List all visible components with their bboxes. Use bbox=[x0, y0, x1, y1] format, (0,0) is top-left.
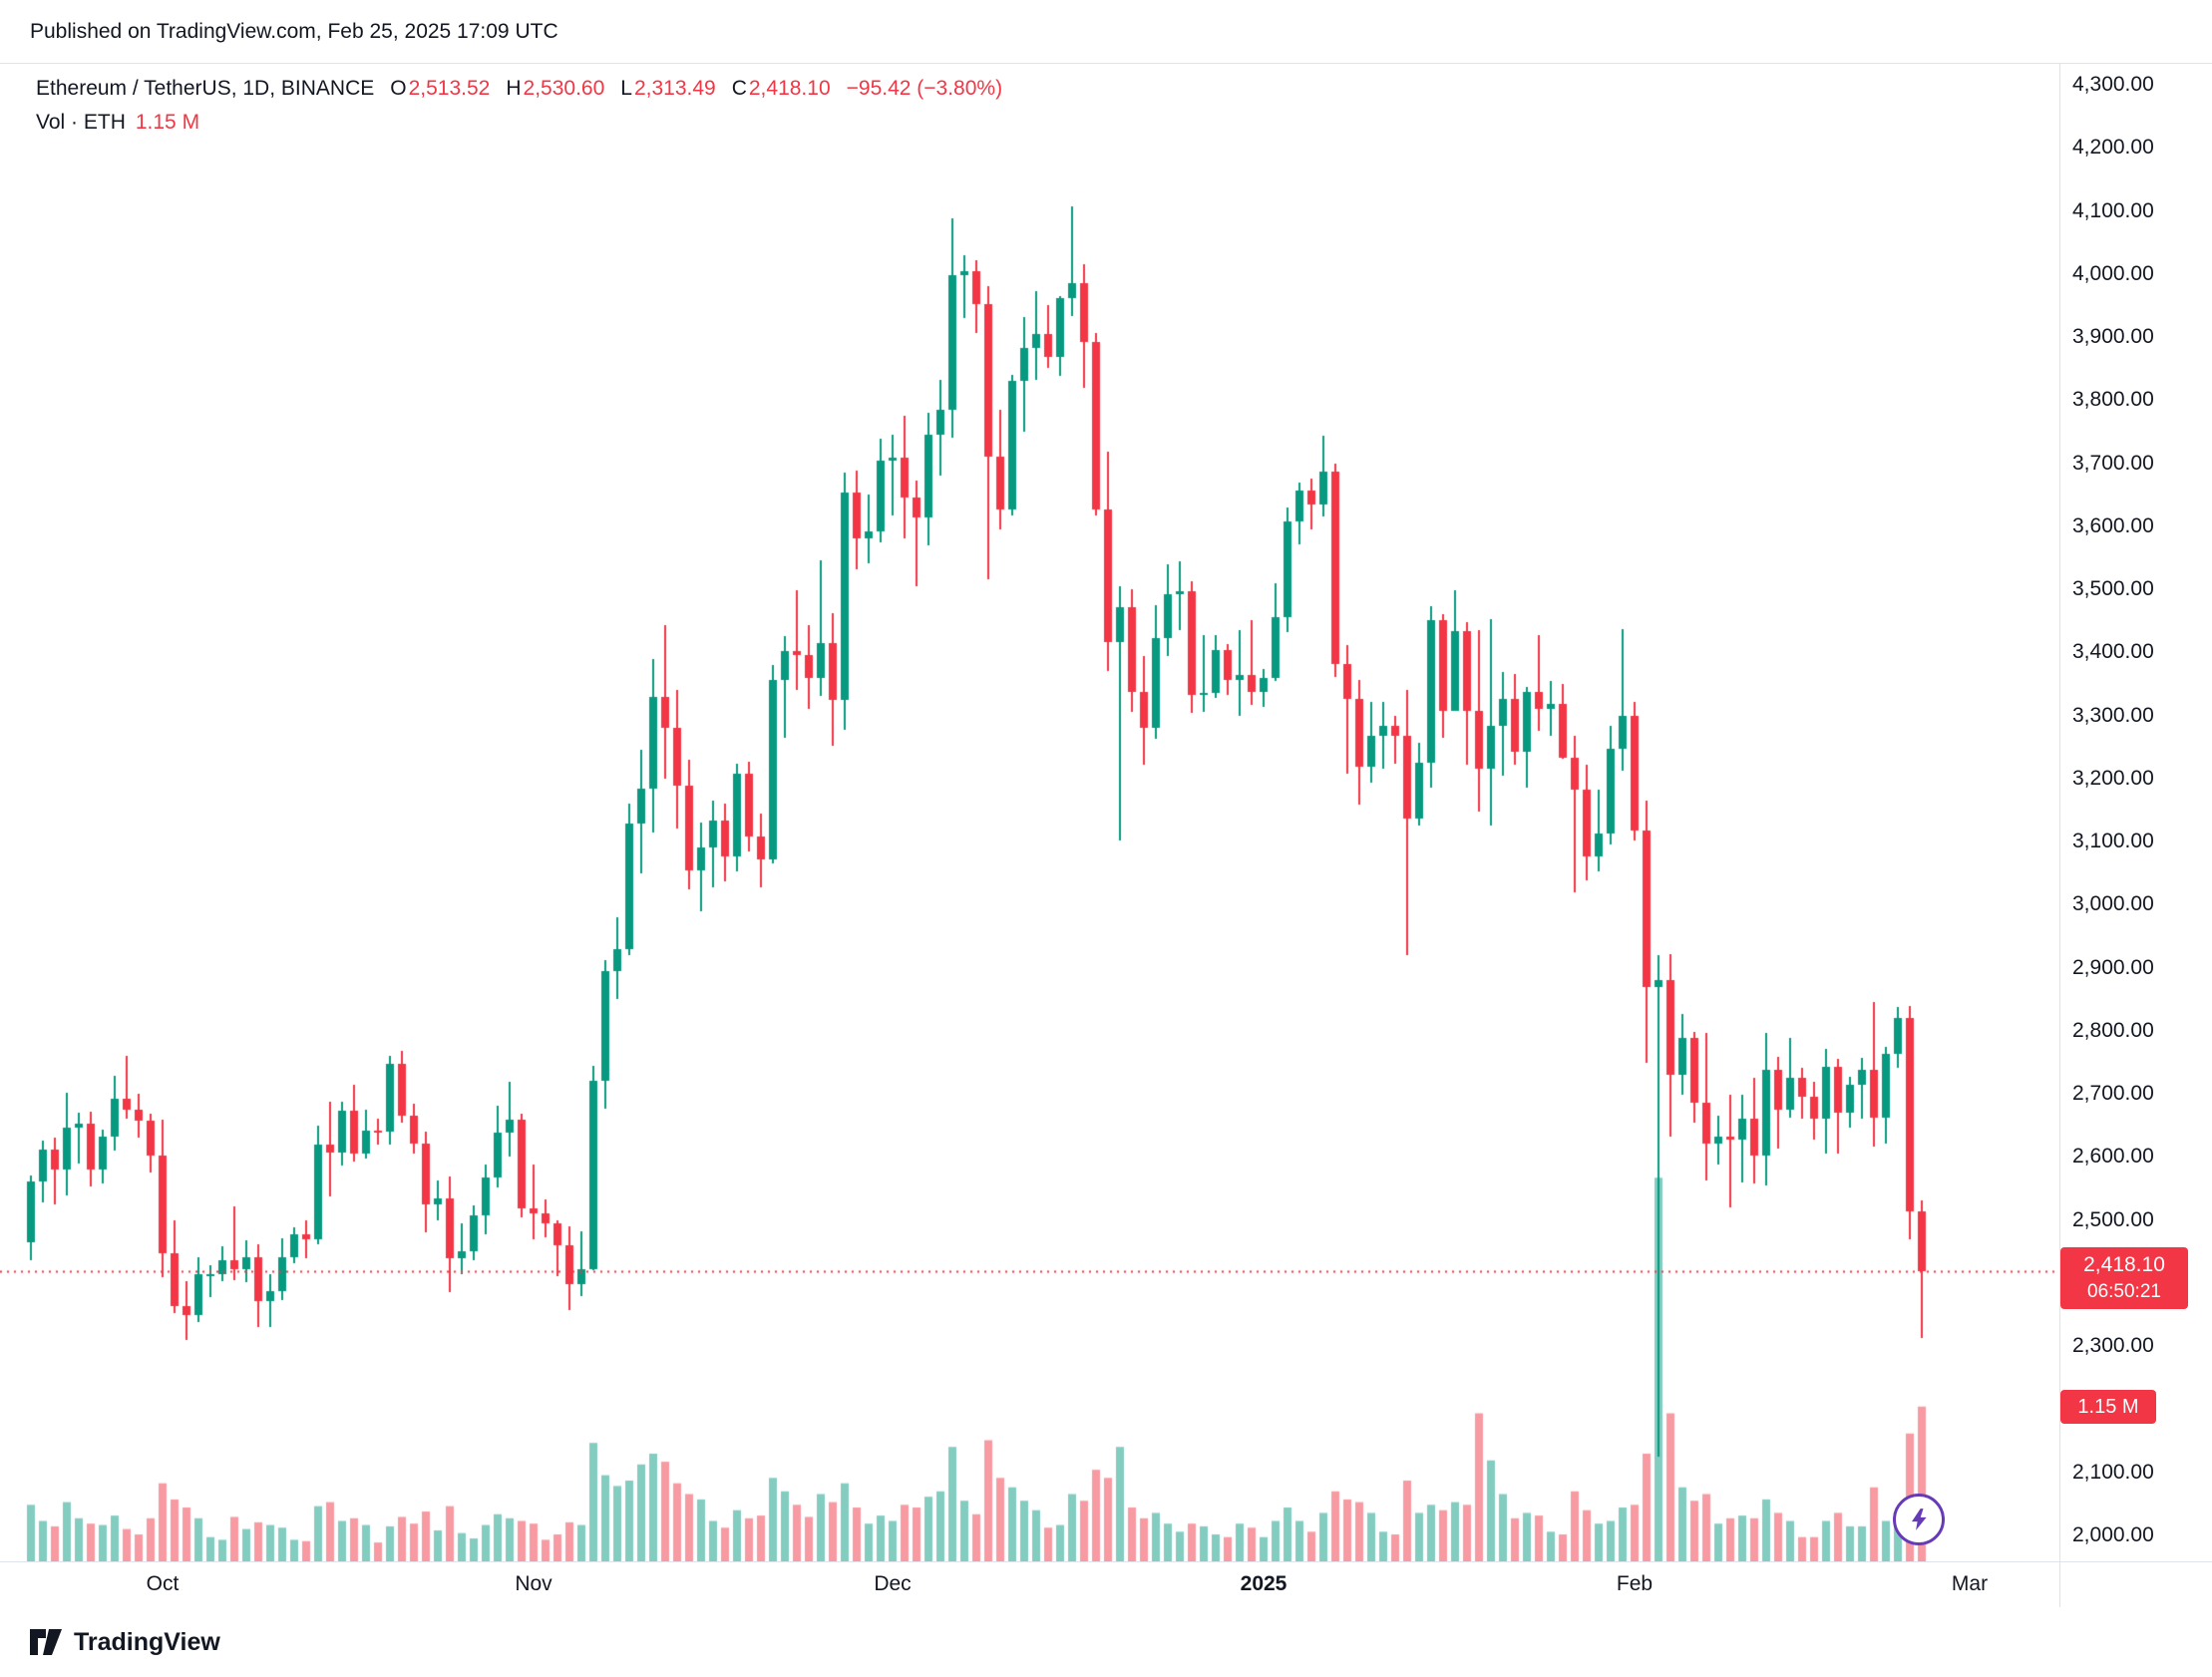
high-label: H bbox=[506, 77, 522, 100]
price-tick-label: 3,400.00 bbox=[2072, 640, 2154, 664]
boost-flash-icon[interactable] bbox=[1893, 1494, 1945, 1545]
price-tick-label: 3,800.00 bbox=[2072, 388, 2154, 412]
candlestick-chart[interactable] bbox=[0, 64, 2059, 1561]
price-tick-label: 4,000.00 bbox=[2072, 261, 2154, 285]
chart-legend: Ethereum / TetherUS, 1D, BINANCE O2,513.5… bbox=[36, 72, 1002, 140]
price-tick-label: 2,900.00 bbox=[2072, 955, 2154, 979]
legend-line-2: Vol · ETH 1.15 M bbox=[36, 106, 1002, 140]
volume-value: 1.15 M bbox=[135, 111, 200, 134]
time-tick-label: Nov bbox=[515, 1572, 553, 1595]
published-caption: Published on TradingView.com, Feb 25, 20… bbox=[30, 19, 558, 43]
price-tick-label: 2,700.00 bbox=[2072, 1082, 2154, 1106]
price-tick-label: 4,300.00 bbox=[2072, 73, 2154, 96]
price-scale[interactable]: 4,300.00 4,200.00 4,100.00 4,000.00 3,900.00… bbox=[2059, 64, 2212, 1607]
volume-value-badge: 1.15 M bbox=[2060, 1389, 2156, 1424]
close-value: 2,418.10 bbox=[748, 77, 831, 100]
price-tick-label: 3,000.00 bbox=[2072, 892, 2154, 916]
published-header: Published on TradingView.com, Feb 25, 20… bbox=[0, 0, 2212, 64]
high-value: 2,530.60 bbox=[523, 77, 605, 100]
time-tick-label: Mar bbox=[1951, 1572, 1989, 1595]
price-tick-label: 2,500.00 bbox=[2072, 1207, 2154, 1231]
price-tick-label: 2,000.00 bbox=[2072, 1522, 2154, 1546]
price-tick-label: 3,200.00 bbox=[2072, 766, 2154, 790]
price-tick-label: 4,200.00 bbox=[2072, 136, 2154, 160]
price-tick-label: 2,300.00 bbox=[2072, 1334, 2154, 1358]
tradingview-logo[interactable]: TradingView bbox=[28, 1627, 220, 1657]
tradingview-logomark bbox=[30, 1629, 62, 1655]
price-tick-label: 3,500.00 bbox=[2072, 577, 2154, 601]
change-value: −95.42 (−3.80%) bbox=[846, 77, 1003, 100]
symbol-title: Ethereum / TetherUS, 1D, BINANCE bbox=[36, 77, 375, 100]
time-tick-label: 2025 bbox=[1240, 1572, 1288, 1595]
price-tick-label: 3,900.00 bbox=[2072, 325, 2154, 349]
open-value: 2,513.52 bbox=[408, 77, 491, 100]
time-tick-label: Dec bbox=[874, 1572, 912, 1595]
close-label: C bbox=[731, 77, 747, 100]
price-tick-label: 3,600.00 bbox=[2072, 513, 2154, 537]
price-tick-label: 3,100.00 bbox=[2072, 830, 2154, 853]
last-price-value: 2,418.10 bbox=[2083, 1253, 2165, 1277]
bar-countdown: 06:50:21 bbox=[2087, 1281, 2161, 1303]
open-label: O bbox=[390, 77, 407, 100]
lightning-bolt-icon bbox=[1911, 1509, 1927, 1530]
low-label: L bbox=[620, 77, 632, 100]
price-tick-label: 4,100.00 bbox=[2072, 198, 2154, 222]
volume-label: Vol · ETH bbox=[36, 111, 126, 134]
price-tick-label: 3,300.00 bbox=[2072, 703, 2154, 727]
time-tick-label: Feb bbox=[1616, 1572, 1654, 1595]
last-price-badge: 2,418.10 06:50:21 bbox=[2060, 1247, 2188, 1310]
price-tick-label: 2,100.00 bbox=[2072, 1460, 2154, 1484]
price-tick-label: 3,700.00 bbox=[2072, 451, 2154, 475]
legend-line-1: Ethereum / TetherUS, 1D, BINANCE O2,513.5… bbox=[36, 72, 1002, 106]
tradingview-brand-text: TradingView bbox=[74, 1627, 220, 1656]
footer: TradingView bbox=[0, 1607, 2212, 1677]
price-tick-label: 2,600.00 bbox=[2072, 1145, 2154, 1169]
time-scale[interactable]: Oct Nov Dec 2025 Feb Mar bbox=[0, 1561, 2212, 1608]
price-tick-label: 2,800.00 bbox=[2072, 1018, 2154, 1042]
time-tick-label: Oct bbox=[146, 1572, 180, 1595]
low-value: 2,313.49 bbox=[633, 77, 716, 100]
